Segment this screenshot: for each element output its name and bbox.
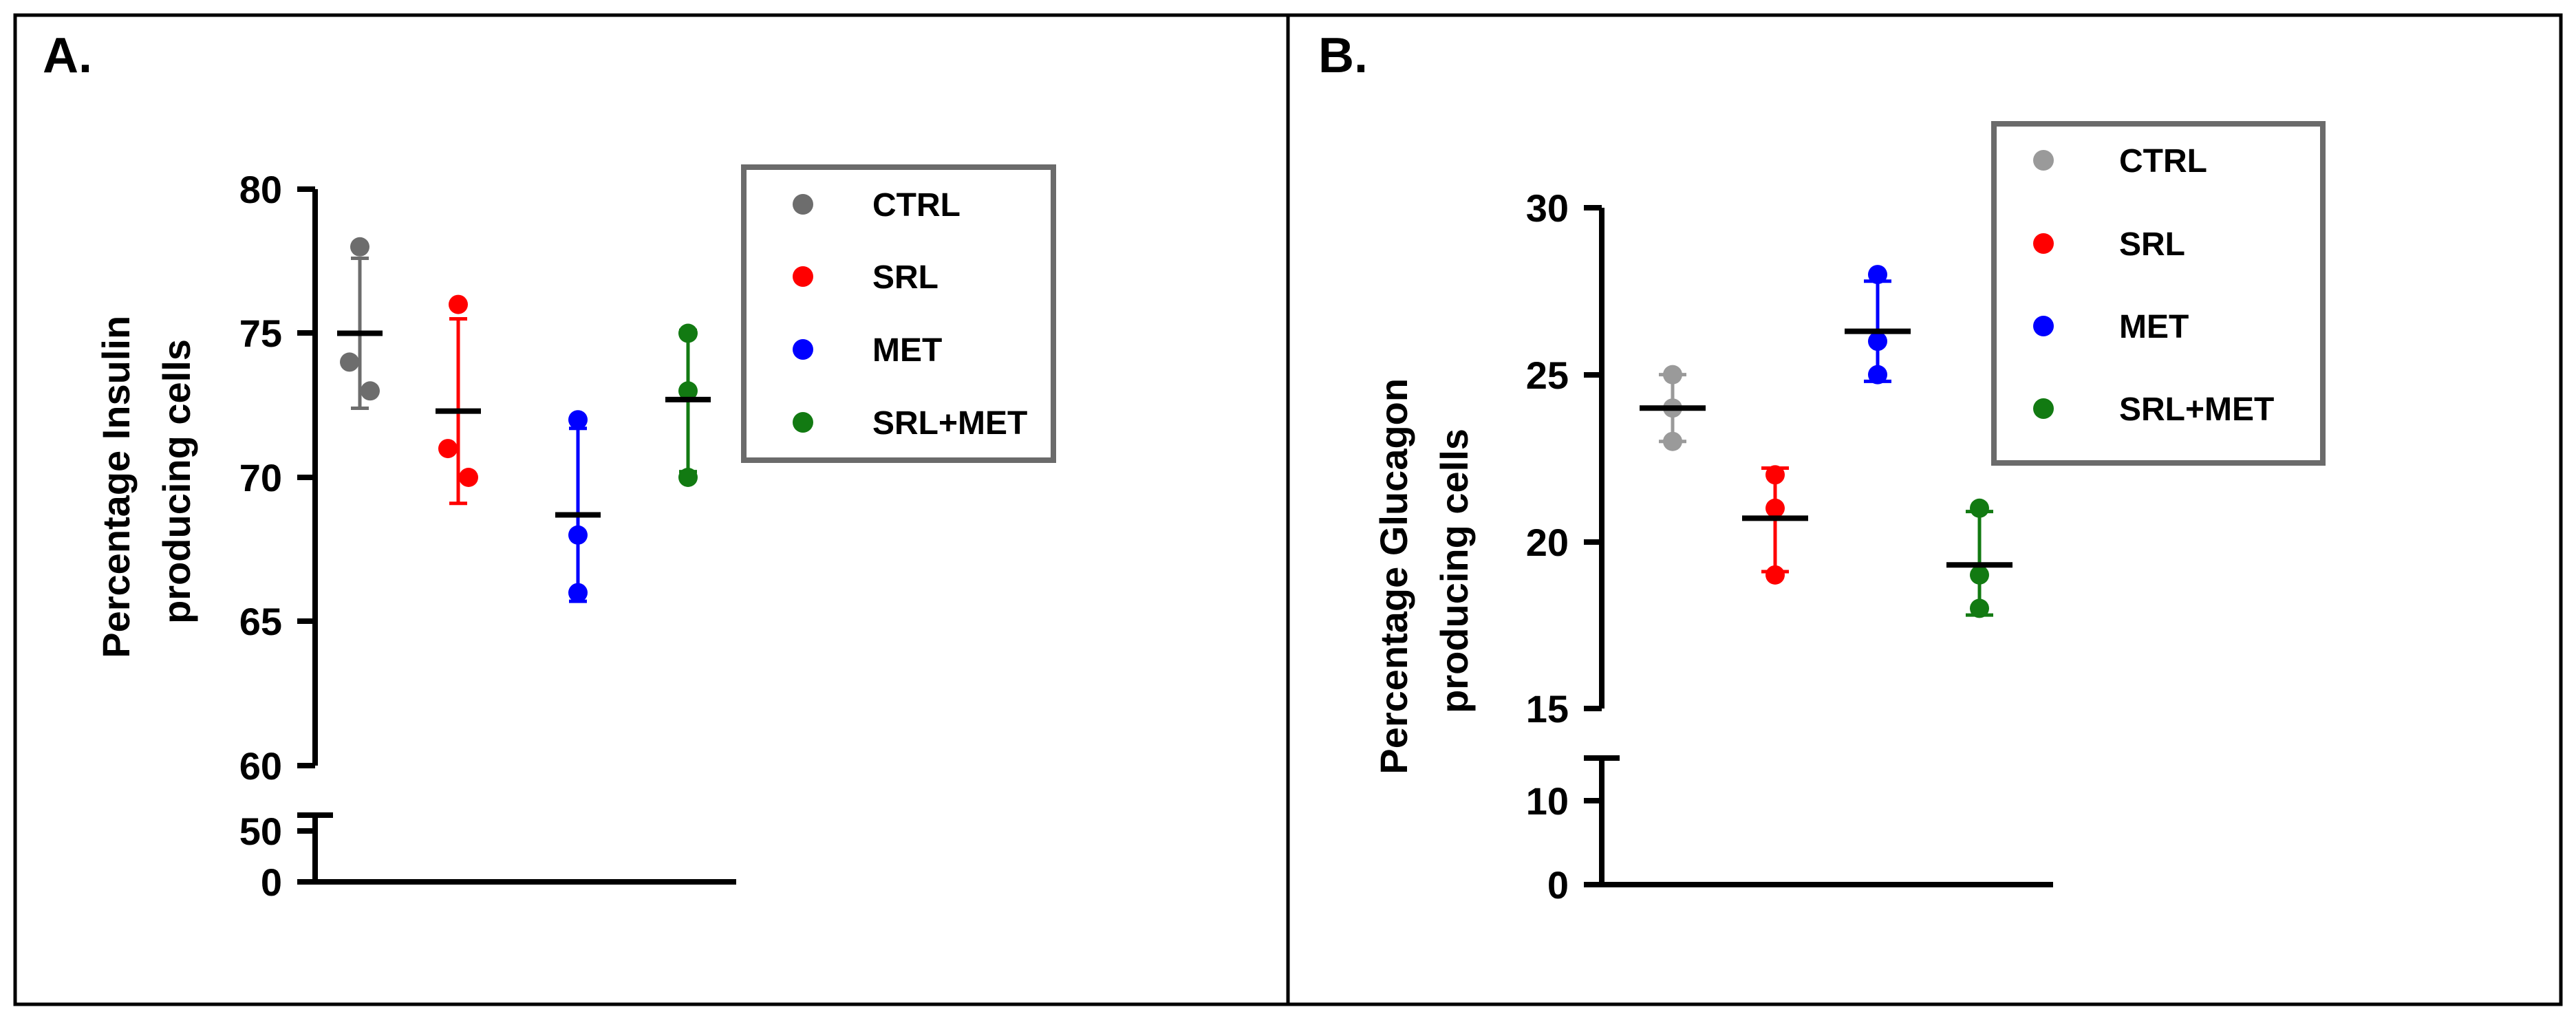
panel-b-point-srl-met [1970, 598, 1989, 618]
panel-b-tick-label: 30 [1526, 186, 1569, 230]
panel-b-point-srl-met [1970, 565, 1989, 585]
panel-a-point-srl-met [678, 381, 698, 401]
legend-ctrl-label: CTRL [872, 187, 960, 224]
panel-a-point-ctrl [361, 381, 380, 401]
panel-b-point-srl-met [1970, 498, 1989, 518]
panel-a-frame [13, 13, 1290, 1006]
panel-b-point-met [1868, 332, 1887, 352]
panel-a-letter: A. [43, 28, 92, 83]
panel-b-point-met [1868, 265, 1887, 285]
panel-b-point-srl [1765, 498, 1785, 518]
panel-b-y-title-line2: producing cells [1432, 429, 1476, 713]
panel-b-tick-label: 20 [1526, 521, 1569, 564]
legend-srl-marker [2033, 233, 2054, 254]
panel-b-tick-label: 25 [1526, 354, 1569, 397]
legend-srl-marker [793, 266, 813, 287]
panel-b: B. 30 25 20 15 10 0 Percentage Glucagon … [1318, 28, 2326, 907]
panel-b-point-met [1868, 365, 1887, 385]
panel-a-point-met [568, 583, 588, 603]
panel-a-tick-label: 0 [261, 861, 282, 904]
panel-b-data [1640, 265, 2012, 618]
panel-b-y-title: Percentage Glucagon producing cells [1372, 367, 1476, 774]
panel-a-tick-label: 60 [239, 744, 282, 788]
panel-b-y-title-line1: Percentage Glucagon [1372, 378, 1415, 775]
legend-ctrl-marker [2033, 150, 2054, 171]
panel-a-tick-label: 50 [239, 810, 282, 853]
panel-a-legend: CTRL SRL MET SRL+MET [741, 164, 1056, 463]
panel-b-legend: CTRL SRL MET SRL+MET [1991, 121, 2326, 466]
legend-srl-met-marker [793, 412, 813, 433]
panel-a: A. 80 75 70 65 60 50 0 Percentage Insuli… [43, 28, 1056, 904]
panel-a-legend-box [741, 164, 1056, 463]
panel-b-point-srl [1765, 565, 1785, 585]
legend-met-marker [793, 339, 813, 360]
panel-a-point-srl [438, 439, 458, 459]
legend-met-label: MET [872, 332, 942, 369]
panel-a-y-axis: 80 75 70 65 60 50 0 [239, 168, 736, 904]
panel-a-tick-label: 65 [239, 600, 282, 643]
panel-a-point-ctrl [350, 237, 369, 257]
panel-b-frame [1286, 13, 2563, 1006]
panel-b-tick-label: 0 [1547, 863, 1569, 907]
panel-b-point-srl [1765, 465, 1785, 485]
legend-srl-met-marker [2033, 398, 2054, 419]
legend-srl-met-label: SRL+MET [872, 405, 1027, 442]
panel-a-point-srl [459, 468, 478, 487]
panel-b-tick-label: 15 [1526, 687, 1569, 731]
legend-srl-label: SRL [2119, 226, 2185, 263]
panel-b-tick-label: 10 [1526, 779, 1569, 823]
panel-a-y-title-line2: producing cells [155, 339, 198, 624]
legend-srl-label: SRL [872, 259, 938, 296]
panel-a-data [337, 237, 711, 603]
panel-a-tick-label: 80 [239, 168, 282, 211]
panel-b-point-ctrl [1663, 365, 1682, 385]
panel-b-letter: B. [1318, 28, 1368, 83]
panel-a-y-title: Percentage Insulin producing cells [94, 305, 198, 658]
legend-met-label: MET [2119, 309, 2189, 345]
legend-ctrl-label: CTRL [2119, 143, 2207, 180]
legend-met-marker [2033, 316, 2054, 336]
panel-a-point-srl [449, 294, 468, 314]
panel-a-point-ctrl [340, 352, 359, 372]
panel-a-point-srl-met [678, 468, 698, 487]
panel-a-tick-label: 70 [239, 456, 282, 499]
panel-a-y-title-line1: Percentage Insulin [94, 316, 138, 658]
legend-srl-met-label: SRL+MET [2119, 391, 2274, 428]
panel-a-point-met [568, 525, 588, 545]
panel-b-y-axis: 30 25 20 15 10 0 [1526, 186, 2053, 907]
panel-a-point-met [568, 410, 588, 430]
legend-ctrl-marker [793, 194, 813, 215]
panel-b-point-ctrl [1663, 431, 1682, 451]
panel-a-tick-label: 75 [239, 312, 282, 355]
panel-a-point-srl-met [678, 323, 698, 343]
